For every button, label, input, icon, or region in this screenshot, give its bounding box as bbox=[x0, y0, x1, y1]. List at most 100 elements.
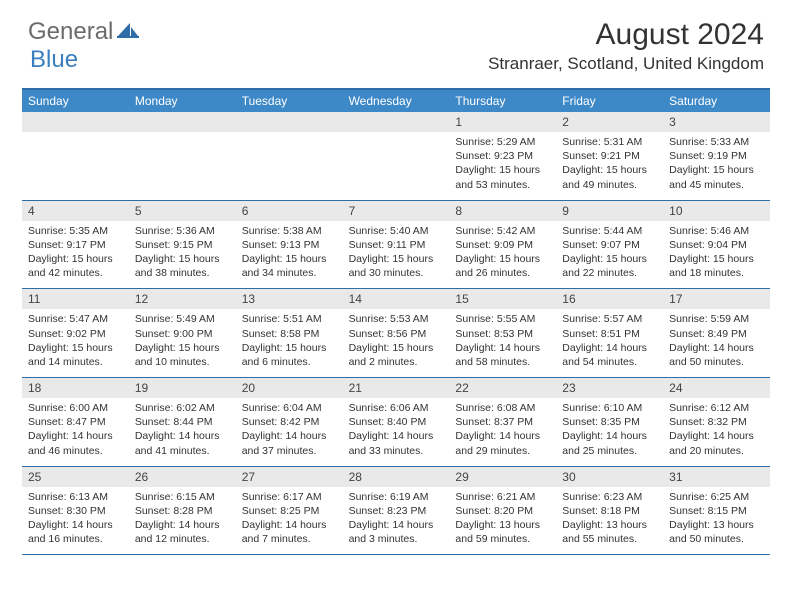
day-detail: Sunrise: 6:17 AMSunset: 8:25 PMDaylight:… bbox=[236, 487, 343, 555]
day-detail: Sunrise: 5:40 AMSunset: 9:11 PMDaylight:… bbox=[343, 221, 450, 289]
day-detail: Sunrise: 5:38 AMSunset: 9:13 PMDaylight:… bbox=[236, 221, 343, 289]
day-number: 31 bbox=[663, 467, 770, 487]
day-number: 22 bbox=[449, 378, 556, 398]
day-detail: Sunrise: 5:57 AMSunset: 8:51 PMDaylight:… bbox=[556, 309, 663, 377]
day-detail: Sunrise: 6:06 AMSunset: 8:40 PMDaylight:… bbox=[343, 398, 450, 466]
weekday-header: Thursday bbox=[449, 90, 556, 112]
weeks-container: 123Sunrise: 5:29 AMSunset: 9:23 PMDaylig… bbox=[22, 112, 770, 555]
day-detail-row: Sunrise: 5:35 AMSunset: 9:17 PMDaylight:… bbox=[22, 221, 770, 289]
day-number: 8 bbox=[449, 201, 556, 221]
day-number: 14 bbox=[343, 289, 450, 309]
day-detail: Sunrise: 6:10 AMSunset: 8:35 PMDaylight:… bbox=[556, 398, 663, 466]
day-detail bbox=[236, 132, 343, 200]
calendar-week: 45678910Sunrise: 5:35 AMSunset: 9:17 PMD… bbox=[22, 201, 770, 290]
day-number bbox=[129, 112, 236, 132]
day-number: 5 bbox=[129, 201, 236, 221]
sail-icon bbox=[117, 18, 139, 46]
day-detail-row: Sunrise: 5:47 AMSunset: 9:02 PMDaylight:… bbox=[22, 309, 770, 377]
brand-logo: General bbox=[28, 18, 139, 46]
day-number-row: 25262728293031 bbox=[22, 467, 770, 487]
day-number: 24 bbox=[663, 378, 770, 398]
day-number: 1 bbox=[449, 112, 556, 132]
day-detail: Sunrise: 5:59 AMSunset: 8:49 PMDaylight:… bbox=[663, 309, 770, 377]
brand-part2: Blue bbox=[30, 46, 78, 74]
day-detail: Sunrise: 6:08 AMSunset: 8:37 PMDaylight:… bbox=[449, 398, 556, 466]
day-detail: Sunrise: 5:44 AMSunset: 9:07 PMDaylight:… bbox=[556, 221, 663, 289]
day-detail: Sunrise: 6:13 AMSunset: 8:30 PMDaylight:… bbox=[22, 487, 129, 555]
day-detail: Sunrise: 5:29 AMSunset: 9:23 PMDaylight:… bbox=[449, 132, 556, 200]
day-detail-row: Sunrise: 6:00 AMSunset: 8:47 PMDaylight:… bbox=[22, 398, 770, 466]
day-detail-row: Sunrise: 6:13 AMSunset: 8:30 PMDaylight:… bbox=[22, 487, 770, 555]
day-detail: Sunrise: 5:35 AMSunset: 9:17 PMDaylight:… bbox=[22, 221, 129, 289]
day-number: 21 bbox=[343, 378, 450, 398]
day-detail: Sunrise: 6:04 AMSunset: 8:42 PMDaylight:… bbox=[236, 398, 343, 466]
month-title: August 2024 bbox=[488, 18, 764, 52]
day-detail: Sunrise: 5:55 AMSunset: 8:53 PMDaylight:… bbox=[449, 309, 556, 377]
day-number: 7 bbox=[343, 201, 450, 221]
day-number: 17 bbox=[663, 289, 770, 309]
day-detail: Sunrise: 6:02 AMSunset: 8:44 PMDaylight:… bbox=[129, 398, 236, 466]
day-number: 30 bbox=[556, 467, 663, 487]
title-block: August 2024 Stranraer, Scotland, United … bbox=[488, 18, 764, 74]
day-number-row: 11121314151617 bbox=[22, 289, 770, 309]
day-number: 18 bbox=[22, 378, 129, 398]
day-number-row: 123 bbox=[22, 112, 770, 132]
day-detail: Sunrise: 6:00 AMSunset: 8:47 PMDaylight:… bbox=[22, 398, 129, 466]
weekday-header: Friday bbox=[556, 90, 663, 112]
day-number: 10 bbox=[663, 201, 770, 221]
day-detail: Sunrise: 6:25 AMSunset: 8:15 PMDaylight:… bbox=[663, 487, 770, 555]
calendar-week: 123Sunrise: 5:29 AMSunset: 9:23 PMDaylig… bbox=[22, 112, 770, 201]
day-detail bbox=[129, 132, 236, 200]
day-detail: Sunrise: 5:42 AMSunset: 9:09 PMDaylight:… bbox=[449, 221, 556, 289]
day-number: 4 bbox=[22, 201, 129, 221]
weekday-header: Wednesday bbox=[343, 90, 450, 112]
weekday-header: Tuesday bbox=[236, 90, 343, 112]
day-number: 16 bbox=[556, 289, 663, 309]
day-number: 3 bbox=[663, 112, 770, 132]
day-number: 9 bbox=[556, 201, 663, 221]
day-detail: Sunrise: 6:12 AMSunset: 8:32 PMDaylight:… bbox=[663, 398, 770, 466]
day-detail: Sunrise: 6:19 AMSunset: 8:23 PMDaylight:… bbox=[343, 487, 450, 555]
weekday-header: Monday bbox=[129, 90, 236, 112]
day-detail bbox=[343, 132, 450, 200]
page-header: General August 2024 Stranraer, Scotland,… bbox=[0, 0, 792, 78]
day-number bbox=[236, 112, 343, 132]
day-number: 29 bbox=[449, 467, 556, 487]
brand-part1: General bbox=[28, 18, 113, 46]
day-detail bbox=[22, 132, 129, 200]
day-number: 20 bbox=[236, 378, 343, 398]
day-number: 13 bbox=[236, 289, 343, 309]
day-number: 28 bbox=[343, 467, 450, 487]
day-detail: Sunrise: 5:36 AMSunset: 9:15 PMDaylight:… bbox=[129, 221, 236, 289]
day-number bbox=[22, 112, 129, 132]
day-number: 6 bbox=[236, 201, 343, 221]
day-detail: Sunrise: 5:51 AMSunset: 8:58 PMDaylight:… bbox=[236, 309, 343, 377]
day-detail: Sunrise: 5:46 AMSunset: 9:04 PMDaylight:… bbox=[663, 221, 770, 289]
day-number: 23 bbox=[556, 378, 663, 398]
calendar-week: 18192021222324Sunrise: 6:00 AMSunset: 8:… bbox=[22, 378, 770, 467]
calendar: SundayMondayTuesdayWednesdayThursdayFrid… bbox=[22, 88, 770, 555]
day-detail-row: Sunrise: 5:29 AMSunset: 9:23 PMDaylight:… bbox=[22, 132, 770, 200]
weekday-header: Sunday bbox=[22, 90, 129, 112]
day-detail: Sunrise: 6:15 AMSunset: 8:28 PMDaylight:… bbox=[129, 487, 236, 555]
day-number bbox=[343, 112, 450, 132]
day-number: 19 bbox=[129, 378, 236, 398]
weekday-header-row: SundayMondayTuesdayWednesdayThursdayFrid… bbox=[22, 90, 770, 112]
day-number-row: 45678910 bbox=[22, 201, 770, 221]
day-detail: Sunrise: 5:53 AMSunset: 8:56 PMDaylight:… bbox=[343, 309, 450, 377]
day-detail: Sunrise: 6:23 AMSunset: 8:18 PMDaylight:… bbox=[556, 487, 663, 555]
day-number-row: 18192021222324 bbox=[22, 378, 770, 398]
location-label: Stranraer, Scotland, United Kingdom bbox=[488, 54, 764, 74]
day-detail: Sunrise: 6:21 AMSunset: 8:20 PMDaylight:… bbox=[449, 487, 556, 555]
day-number: 11 bbox=[22, 289, 129, 309]
day-detail: Sunrise: 5:31 AMSunset: 9:21 PMDaylight:… bbox=[556, 132, 663, 200]
day-number: 26 bbox=[129, 467, 236, 487]
day-number: 2 bbox=[556, 112, 663, 132]
day-number: 15 bbox=[449, 289, 556, 309]
day-number: 12 bbox=[129, 289, 236, 309]
day-detail: Sunrise: 5:33 AMSunset: 9:19 PMDaylight:… bbox=[663, 132, 770, 200]
day-detail: Sunrise: 5:47 AMSunset: 9:02 PMDaylight:… bbox=[22, 309, 129, 377]
day-detail: Sunrise: 5:49 AMSunset: 9:00 PMDaylight:… bbox=[129, 309, 236, 377]
weekday-header: Saturday bbox=[663, 90, 770, 112]
day-number: 27 bbox=[236, 467, 343, 487]
